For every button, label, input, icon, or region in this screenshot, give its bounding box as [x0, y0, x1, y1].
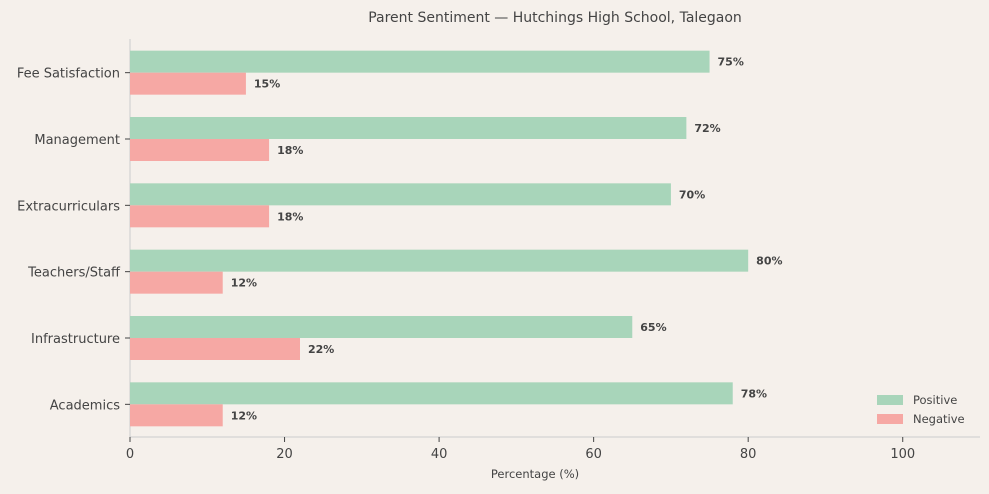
bar-positive [130, 50, 710, 73]
bar-positive [130, 183, 671, 206]
legend-label: Negative [913, 412, 965, 426]
bar-negative [130, 404, 223, 427]
bar-positive [130, 249, 749, 272]
bar-positive [130, 316, 633, 338]
data-label: 75% [718, 56, 744, 69]
y-tick-label: Teachers/Staff [27, 266, 121, 281]
data-label: 22% [308, 343, 334, 356]
y-tick-label: Academics [50, 398, 120, 413]
y-tick-label: Infrastructure [31, 332, 120, 347]
data-label: 65% [640, 321, 666, 334]
data-label: 15% [254, 78, 280, 91]
bar-negative [130, 139, 270, 161]
bar-positive [130, 117, 687, 139]
data-label: 18% [277, 144, 303, 157]
bar-positive [130, 382, 733, 405]
y-tick-label: Extracurriculars [17, 199, 120, 214]
data-label: 78% [741, 387, 767, 400]
chart-title: Parent Sentiment — Hutchings High School… [368, 10, 742, 26]
data-label: 12% [231, 277, 257, 290]
legend-swatch-positive [877, 395, 903, 405]
data-label: 70% [679, 188, 705, 201]
x-tick-label: 20 [276, 447, 293, 462]
data-label: 80% [756, 255, 782, 268]
bar-negative [130, 205, 270, 228]
bar-negative [130, 72, 246, 95]
data-label: 72% [694, 122, 720, 135]
data-label: 18% [277, 210, 303, 223]
x-tick-label: 100 [890, 447, 915, 462]
data-label: 12% [231, 409, 257, 422]
x-tick-label: 80 [740, 447, 757, 462]
x-tick-label: 0 [126, 447, 134, 462]
y-tick-label: Management [34, 133, 120, 148]
x-axis-label: Percentage (%) [491, 467, 579, 481]
bar-negative [130, 338, 300, 360]
x-tick-label: 40 [431, 447, 448, 462]
legend-swatch-negative [877, 414, 903, 424]
y-tick-label: Fee Satisfaction [17, 67, 120, 82]
legend-label: Positive [913, 393, 957, 407]
bar-negative [130, 271, 223, 294]
x-tick-label: 60 [585, 447, 602, 462]
